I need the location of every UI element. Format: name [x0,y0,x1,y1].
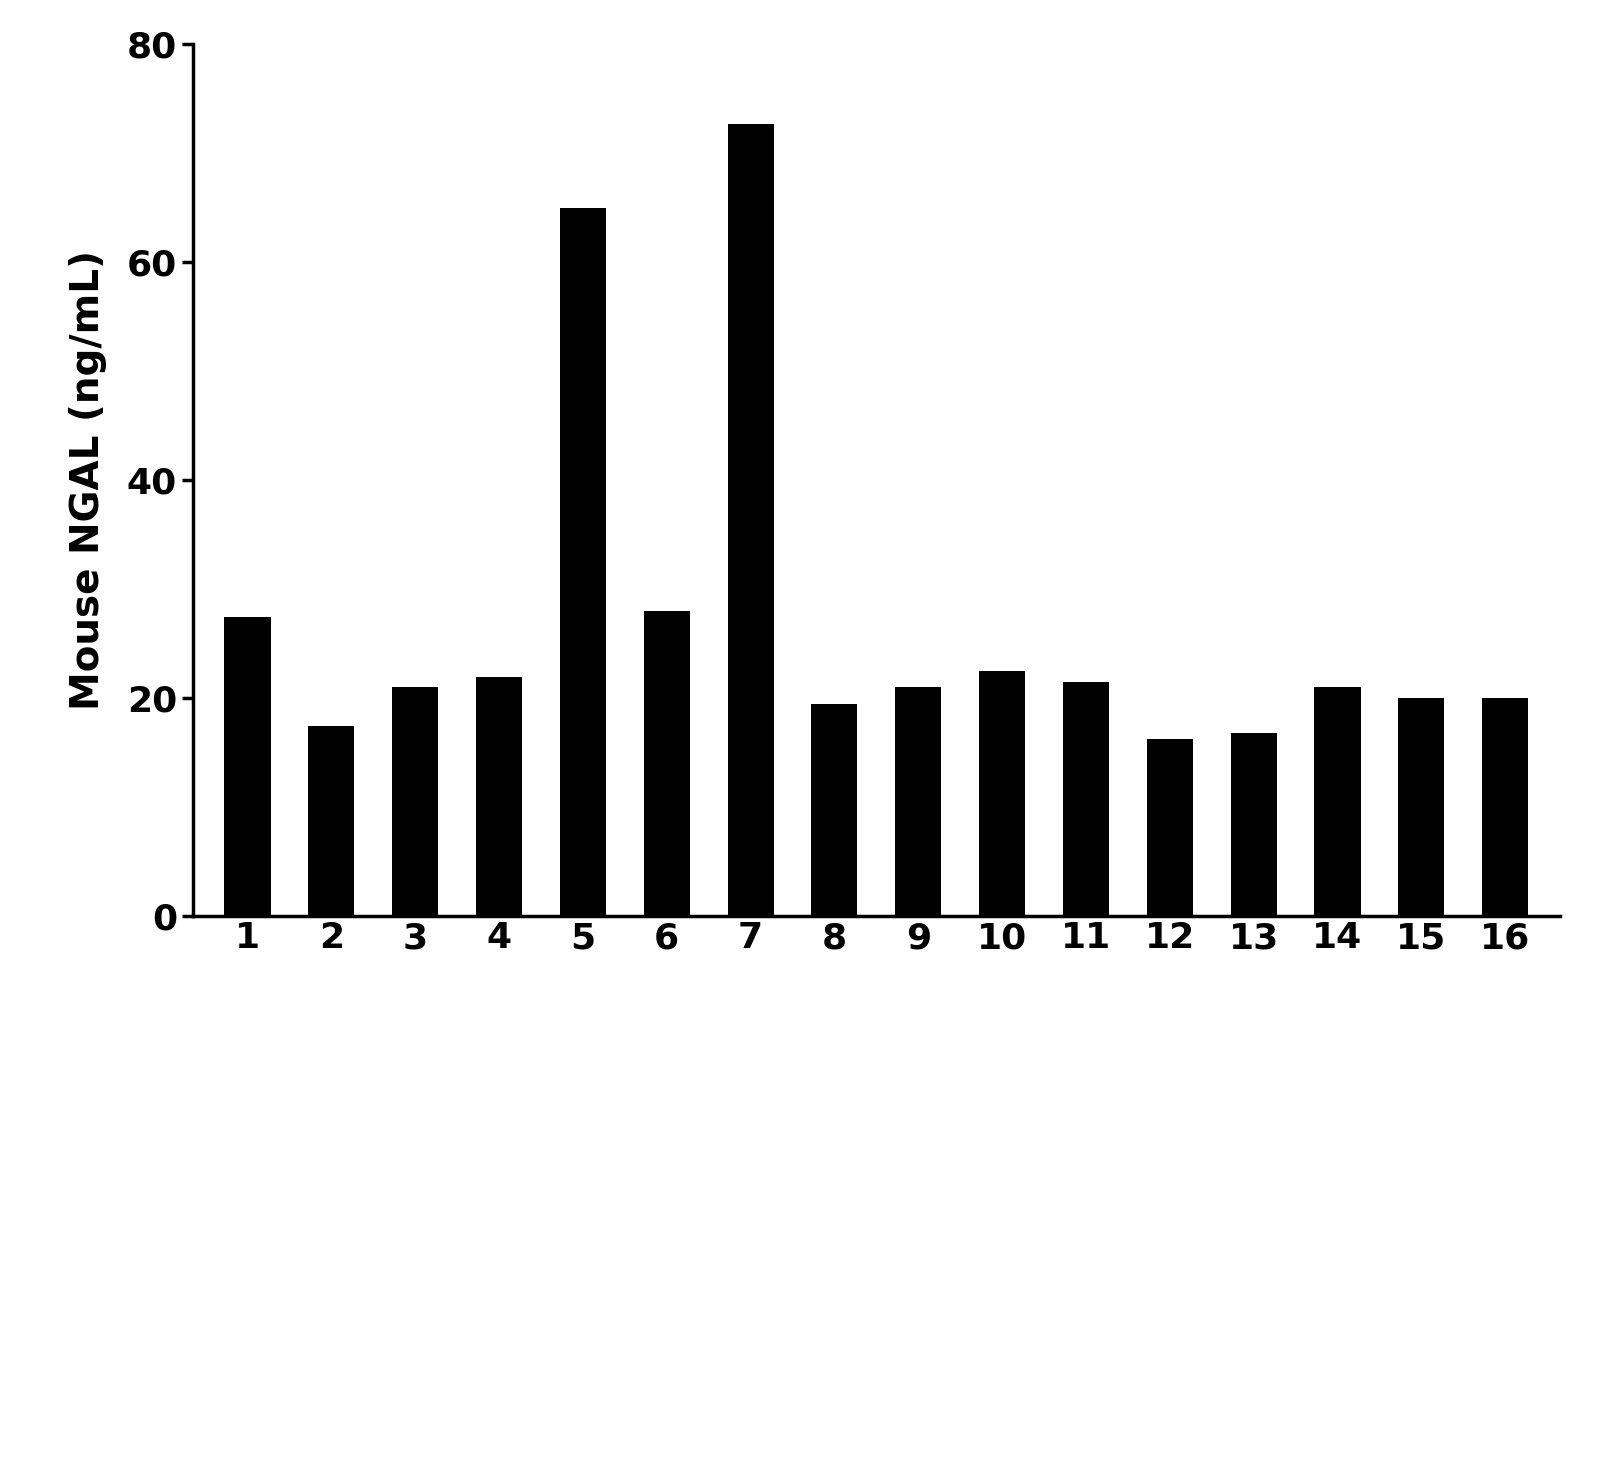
Bar [1313,687,1360,916]
Bar [1398,698,1443,916]
Bar [1062,681,1109,916]
Bar [812,704,857,916]
Bar [643,612,689,916]
Bar [1146,739,1192,916]
Bar [895,687,940,916]
Bar [1229,733,1276,916]
Bar [559,208,606,916]
Y-axis label: Mouse NGAL (ng/mL): Mouse NGAL (ng/mL) [69,250,108,711]
Bar [1482,698,1527,916]
Bar [225,616,270,916]
Bar [476,677,522,916]
Bar [392,687,439,916]
Bar [726,124,773,916]
Bar [979,671,1025,916]
Bar [309,726,354,916]
